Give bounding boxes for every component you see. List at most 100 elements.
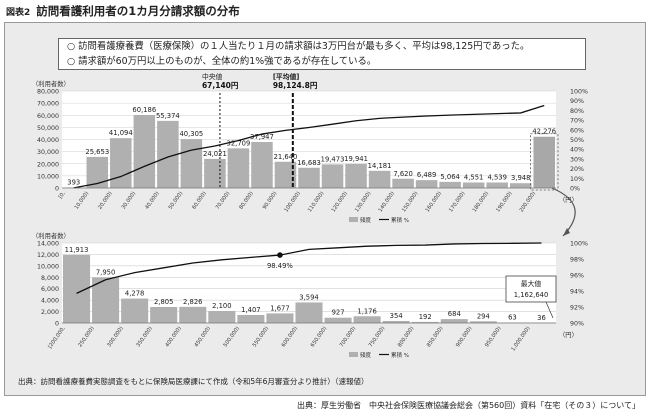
chart1-y-tick-label: 80,000 <box>37 89 59 96</box>
chart2-ylabel: （利用者数） <box>32 231 70 240</box>
chart2-bar <box>121 298 149 323</box>
chart1-bar <box>204 158 226 188</box>
chart1-x-tick-label: [0, <box>58 190 67 199</box>
chart1-x-tick-label: 200,000) <box>519 191 537 214</box>
chart2-y2-tick-label: 94% <box>570 289 584 296</box>
chart1-data-label: 32,709 <box>227 139 251 147</box>
chart1-data-label: 42,276 <box>532 128 556 136</box>
chart2-data-label: 7,950 <box>96 269 115 277</box>
chart1-y2-tick-label: 60% <box>570 127 584 134</box>
chart2-bar <box>440 319 468 323</box>
chart1-x-tick-label: 10,000) <box>74 191 90 211</box>
chart2-max-value: 1,162,640 <box>514 291 549 299</box>
chart2-y-tick-label: 12,000 <box>37 252 59 259</box>
chart1-bar <box>345 163 367 188</box>
chart1-annotation-label: [平均値] <box>273 72 300 81</box>
chart2-data-label: 192 <box>419 313 432 321</box>
chart2-x-tick-label: 350,000) <box>135 326 153 349</box>
chart2-x-tick-label: 500,000) <box>223 326 241 349</box>
chart1-y-tick-label: 40,000 <box>37 137 59 144</box>
chart2-point-label: 98.49% <box>267 262 293 270</box>
chart1-x-tick-label: 140,000) <box>378 191 396 214</box>
chart1-bar <box>298 167 320 188</box>
chart2-bar <box>324 317 352 323</box>
chart2-bar <box>208 311 236 323</box>
chart1-data-label: 40,305 <box>179 130 203 138</box>
chart1-y2-tick-label: 0% <box>570 186 580 193</box>
chart1-annotation-value: 98,124.8円 <box>273 81 318 90</box>
chart1-data-label: 25,653 <box>85 148 109 156</box>
chart1-x-tick-label: 20,000) <box>97 191 113 211</box>
chart1-bar <box>415 180 438 188</box>
chart2-bar <box>295 302 323 323</box>
chart2-y-tick-label: 6,000 <box>41 286 59 293</box>
chart2-y-tick-label: 2,000 <box>41 309 59 316</box>
chart2-x-tick-label: 300,000) <box>106 326 124 349</box>
chart1-data-label: 55,374 <box>156 112 180 120</box>
chart2-x-tick-label: 450,000) <box>194 326 212 349</box>
chart1-bar <box>180 139 203 188</box>
chart1-bar <box>133 115 156 188</box>
chart1-bar <box>251 141 273 188</box>
chart1-y-tick-label: 10,000 <box>37 173 59 180</box>
chart2-y2-tick-label: 100% <box>570 241 588 248</box>
chart2-point-marker <box>277 252 283 258</box>
notes-box: ○ 訪問看護療養費（医療保険）の１人当たり１月の請求額は3万円台が最も多く、平均… <box>58 38 586 70</box>
chart1-bar <box>86 156 109 188</box>
chart2-y2-tick-label: 92% <box>570 305 584 312</box>
chart1-x-tick-label: 120,000) <box>331 191 349 214</box>
chart1-data-label: 19,473 <box>321 155 345 163</box>
chart1-x-tick-label: 160,000) <box>425 191 443 214</box>
chart2-legend-label-bar: 頻度 <box>360 351 372 359</box>
chart1-data-label: 24,021 <box>203 150 227 158</box>
chart2-y-tick-label: 8,000 <box>41 275 59 282</box>
chart1-x-unit: （円） <box>559 196 578 204</box>
chart1-data-label: 21,640 <box>274 153 298 161</box>
chart2-data-label: 2,826 <box>183 298 202 306</box>
chart2-y-tick-label: 10,000 <box>37 263 59 270</box>
chart2-data-label: 2,805 <box>154 298 173 306</box>
chart2-bar <box>469 321 497 323</box>
chart2-data-label: 927 <box>332 309 345 317</box>
note-line-1: ○ 訪問看護療養費（医療保険）の１人当たり１月の請求額は3万円台が最も多く、平均… <box>67 41 530 52</box>
chart2-data-label: 11,913 <box>65 246 89 254</box>
chart2-x-tick-label: 950,000) <box>484 326 502 349</box>
chart1-y2-tick-label: 90% <box>570 98 584 105</box>
chart2-legend-swatch-bar <box>349 352 358 357</box>
chart1-ylabel: （利用者数） <box>32 79 70 88</box>
chart1-data-label: 14,181 <box>368 162 392 170</box>
chart1-y2-tick-label: 50% <box>570 137 584 144</box>
chart1-data-label: 19,941 <box>344 155 368 163</box>
figure-tag: 図表2 <box>6 8 31 18</box>
figure-title-text: 訪問看護利用者の1カ月分請求額の分布 <box>36 4 240 18</box>
chart1-y-tick-label: 30,000 <box>37 149 59 156</box>
chart1-y-tick-label: 60,000 <box>37 113 59 120</box>
chart1-bar <box>439 181 461 188</box>
chart1-data-label: 16,683 <box>297 159 321 167</box>
source-inner: 出典：訪問看護療養費実態調査をもとに保険局医療課にて作成（令和5年6月審査分より… <box>18 377 369 386</box>
chart1-data-label: 41,094 <box>109 129 133 137</box>
chart1-x-tick-label: 150,000) <box>401 191 419 214</box>
chart1-data-label: 60,186 <box>132 106 156 114</box>
chart2-max-box <box>505 275 557 303</box>
chart1-x-tick-label: 100,000) <box>283 191 301 214</box>
chart1-data-label: 393 <box>67 179 80 187</box>
chart1-bar <box>321 164 344 188</box>
chart2-data-label: 1,176 <box>357 307 376 315</box>
chart1-cumulative-line <box>73 104 545 189</box>
chart2-data-label: 354 <box>390 312 403 320</box>
chart2-x-tick-label: [200,000, <box>47 325 67 349</box>
chart2-x-tick-label: 900,000) <box>455 326 473 349</box>
chart1-data-label: 6,489 <box>417 171 436 179</box>
chart1-bar <box>274 161 297 188</box>
chart1-x-tick-label: 170,000) <box>448 191 466 214</box>
chart2-data-label: 1,677 <box>270 304 289 312</box>
chart1-bar <box>392 178 414 188</box>
chart1-x-tick-label: 70,000) <box>215 191 231 211</box>
chart1-x-tick-label: 30,000) <box>121 191 137 211</box>
chart2-x-tick-label: 850,000) <box>426 326 444 349</box>
chart1-data-label: 7,620 <box>393 170 412 178</box>
chart2-data-label: 684 <box>448 310 461 318</box>
chart2-x-tick-label: 400,000) <box>164 326 182 349</box>
chart1-x-tick-label: 90,000) <box>262 191 278 211</box>
